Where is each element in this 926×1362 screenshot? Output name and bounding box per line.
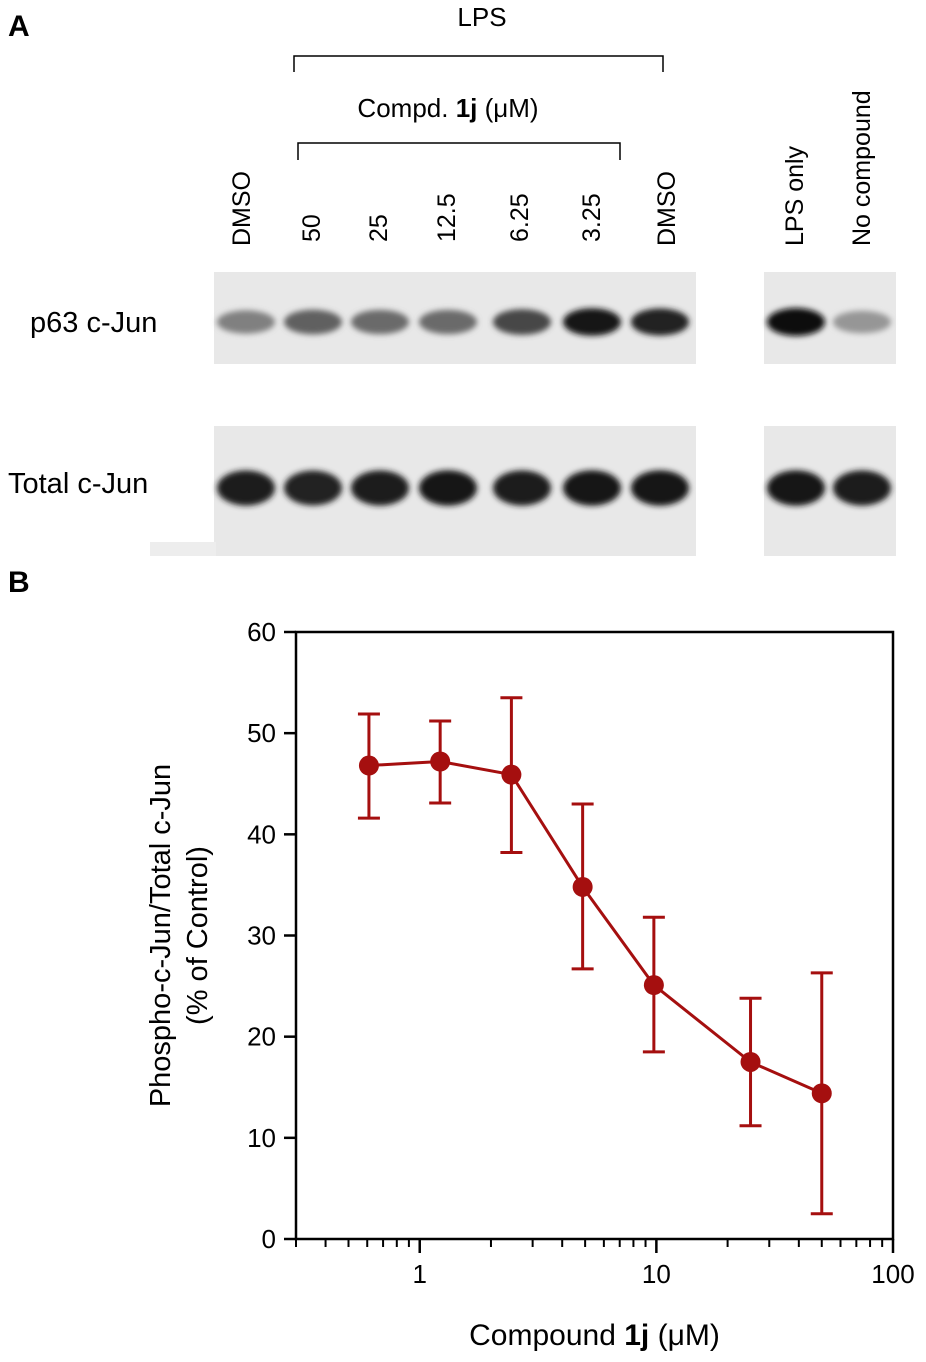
lane-label: DMSO [228,171,256,246]
lane-label: DMSO [653,171,681,246]
y-tick-label: 40 [247,819,276,849]
y-tick-label: 20 [247,1022,276,1052]
y-tick-label: 10 [247,1123,276,1153]
y-tick-label: 0 [262,1224,276,1254]
blot-band [563,470,621,506]
x-tick-label: 10 [642,1259,671,1289]
lane-label: 6.25 [506,193,534,242]
compound-bracket [297,142,621,160]
blot-total-edge [150,542,216,556]
y-tick-label: 30 [247,921,276,951]
lane-label: No compound [848,90,876,246]
blot-band [631,470,689,506]
blot-band [419,470,477,506]
data-series [357,696,833,1216]
x-tick-label: 1 [412,1259,426,1289]
data-point [811,1083,832,1104]
x-axis-ticks: 1 10 100 [295,1239,915,1289]
data-point [740,1051,761,1072]
x-axis-label: Compound 1j (μM) [469,1319,720,1352]
data-point [430,751,451,772]
x-tick-label: 100 [871,1259,914,1289]
y-tick-label: 60 [247,617,276,647]
data-point [643,975,664,996]
lane-label: 3.25 [578,193,606,242]
blot-band [563,308,621,336]
blot-band [217,470,275,506]
blot-band [419,309,477,335]
series-line [368,759,823,1095]
lane-label: LPS only [781,145,809,246]
lane-label: 25 [365,214,393,242]
data-point [358,755,379,776]
plot-area: 0 10 20 30 40 50 60 1 10 100 [247,617,915,1289]
plot-frame [294,630,895,1241]
y-tick-label: 50 [247,718,276,748]
blot-band [631,308,689,336]
blot-band [351,309,409,335]
blot-band [284,470,342,506]
blot-band [351,470,409,506]
blot-band [493,470,551,506]
lane-label: 12.5 [433,193,461,242]
blot-band [767,308,825,336]
blot-band [217,310,275,334]
lps-label: LPS [457,2,506,32]
panel-b-label: B [8,566,30,599]
compound-label: Compd. 1j (μM) [357,93,538,123]
blot-band [493,309,551,335]
blot-band [284,309,342,335]
blot-band [833,310,891,334]
lane-label: 50 [298,214,326,242]
lps-bracket [293,55,664,72]
blot-band [767,470,825,506]
panel-a-label: A [8,10,30,43]
row-label-p63: p63 c-Jun [30,307,157,339]
row-label-total: Total c-Jun [8,468,148,500]
data-point [501,764,522,785]
y-axis-label-units: (% of Control) [182,846,214,1025]
blot-band [833,470,891,506]
y-axis-ticks: 0 10 20 30 40 50 60 [247,617,296,1254]
y-axis-label: Phospho-c-Jun/Total c-Jun [145,764,177,1107]
data-point [572,876,593,897]
blot-bands [217,308,891,506]
lane-labels: DMSO 50 25 12.5 6.25 3.25 DMSO LPS only … [228,90,876,246]
